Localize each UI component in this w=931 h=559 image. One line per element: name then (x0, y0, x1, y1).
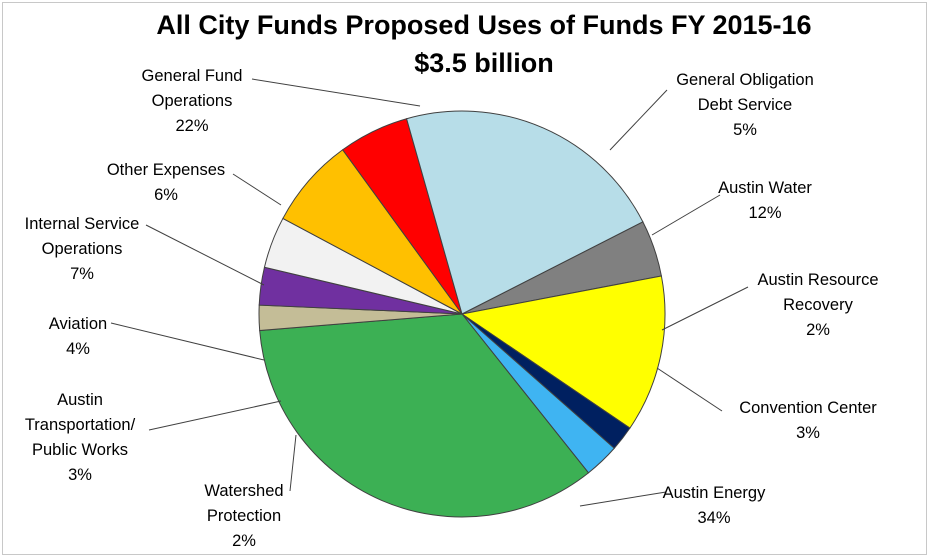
leader-line-0 (609, 89, 668, 151)
leader-lines (110, 78, 749, 507)
pie-slices (258, 110, 666, 518)
slice-label-0: General Obligation Debt Service 5% (676, 71, 814, 139)
leader-line-10 (251, 78, 421, 107)
slice-label-line: Transportation/ (25, 416, 136, 434)
leader-line-9 (232, 173, 282, 206)
slice-label-4: Austin Energy 34% (663, 484, 766, 527)
slice-label-10: General Fund Operations 22% (142, 67, 243, 135)
slice-labels: General Obligation Debt Service 5% Austin W… (25, 67, 879, 550)
slice-percent: 3% (68, 466, 92, 484)
slice-label-line: Internal Service (25, 215, 140, 233)
pie-slice-10 (405, 110, 644, 315)
slice-label-2: Austin Resource Recovery 2% (757, 271, 878, 339)
pie-slice-1 (460, 275, 666, 429)
pie-slice-4 (259, 313, 590, 518)
leader-line-5 (289, 434, 297, 492)
slice-percent: 2% (232, 532, 256, 550)
chart-title: All City Funds Proposed Uses of Funds FY… (156, 10, 811, 40)
chart-subtitle: $3.5 billion (414, 48, 554, 78)
slice-label-line: Operations (42, 240, 123, 258)
slice-percent: 6% (154, 186, 178, 204)
slice-label-line: Recovery (783, 296, 853, 314)
slice-label-line: Austin (57, 391, 103, 409)
leader-line-1 (651, 194, 721, 236)
slice-label-5: Watershed Protection 2% (204, 482, 283, 550)
slice-label-7: Aviation 4% (49, 315, 107, 358)
slice-percent: 34% (697, 509, 730, 527)
slice-label-line: Debt Service (698, 96, 792, 114)
slice-label-9: Other Expenses 6% (107, 161, 225, 204)
slice-label-line: Public Works (32, 441, 128, 459)
slice-label-3: Convention Center 3% (739, 399, 877, 442)
slice-percent: 3% (796, 424, 820, 442)
slice-label-line: Austin Resource (757, 271, 878, 289)
slice-label-line: Austin Energy (663, 484, 766, 502)
slice-percent: 2% (806, 321, 830, 339)
slice-label-line: General Obligation (676, 71, 814, 89)
slice-label-line: Watershed (204, 482, 283, 500)
slice-label-line: Aviation (49, 315, 107, 333)
slice-label-6: Austin Transportation/Public Works 3% (25, 391, 136, 484)
slice-label-line: Operations (152, 92, 233, 110)
slice-percent: 5% (733, 121, 757, 139)
slice-label-8: Internal Service Operations 7% (25, 215, 140, 283)
slice-percent: 12% (748, 204, 781, 222)
slice-label-line: Austin Water (718, 179, 812, 197)
slice-percent: 7% (70, 265, 94, 283)
slice-label-line: Other Expenses (107, 161, 225, 179)
leader-line-4 (579, 491, 667, 507)
slice-label-line: General Fund (142, 67, 243, 85)
slice-label-1: Austin Water 12% (718, 179, 812, 222)
slice-percent: 22% (175, 117, 208, 135)
slice-percent: 4% (66, 340, 90, 358)
leader-line-8 (145, 224, 265, 286)
leader-line-7 (110, 322, 265, 361)
leader-line-3 (656, 367, 723, 412)
slice-label-line: Convention Center (739, 399, 877, 417)
slice-label-line: Protection (207, 507, 281, 525)
leader-line-6 (148, 400, 282, 431)
leader-line-2 (661, 286, 749, 331)
